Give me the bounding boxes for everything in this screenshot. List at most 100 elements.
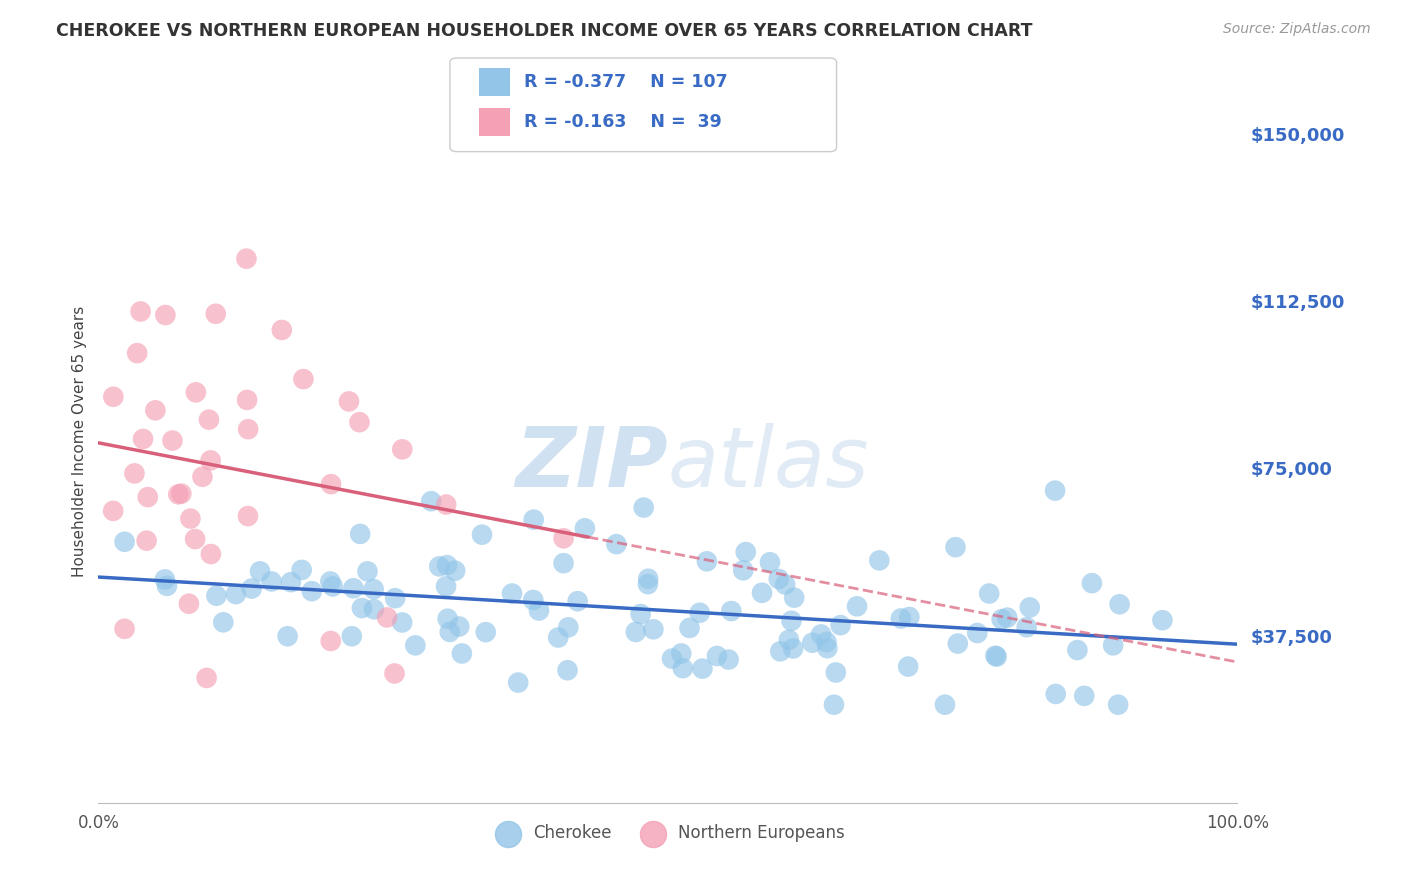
Point (1081, 576, 1104, 591)
Point (1107, 698, 1129, 712)
Point (132, 432, 155, 446)
Point (527, 603, 550, 617)
Point (184, 532, 207, 546)
Point (1073, 689, 1095, 703)
Text: atlas: atlas (668, 423, 869, 504)
Point (235, 252, 257, 266)
Point (661, 651, 683, 665)
Point (898, 610, 921, 624)
Point (553, 531, 575, 545)
Point (212, 615, 235, 630)
Point (162, 434, 184, 448)
Point (451, 647, 474, 661)
Point (897, 659, 920, 673)
Point (322, 579, 344, 593)
Point (291, 563, 314, 577)
Point (986, 649, 1008, 664)
Legend: Cherokee, Northern Europeans: Cherokee, Northern Europeans (485, 817, 851, 848)
Point (984, 648, 1007, 663)
Point (567, 594, 589, 608)
Point (990, 612, 1012, 626)
Point (391, 442, 413, 457)
Point (637, 577, 659, 591)
Point (449, 619, 471, 633)
Point (995, 610, 1018, 624)
Point (260, 574, 283, 589)
Point (170, 486, 193, 500)
Point (179, 511, 201, 525)
Point (547, 631, 569, 645)
Point (1045, 687, 1067, 701)
Point (349, 415, 371, 429)
Point (349, 527, 371, 541)
Point (225, 587, 247, 601)
Point (1066, 643, 1088, 657)
Point (1102, 638, 1125, 652)
Point (375, 610, 398, 624)
Point (624, 624, 647, 639)
Point (759, 555, 782, 569)
Point (124, 467, 146, 481)
Point (155, 308, 177, 322)
Point (363, 602, 385, 616)
Point (934, 698, 956, 712)
Point (720, 604, 742, 618)
Point (633, 500, 655, 515)
Point (522, 593, 544, 607)
Point (605, 537, 627, 551)
Y-axis label: Householder Income Over 65 years: Householder Income Over 65 years (72, 306, 87, 577)
Point (444, 564, 467, 578)
Point (198, 412, 221, 426)
Point (815, 635, 838, 649)
Point (637, 572, 659, 586)
Point (277, 629, 299, 643)
Point (824, 665, 846, 680)
Point (391, 615, 413, 630)
Point (363, 582, 385, 596)
Point (769, 644, 792, 658)
Text: CHEROKEE VS NORTHERN EUROPEAN HOUSEHOLDER INCOME OVER 65 YEARS CORRELATION CHART: CHEROKEE VS NORTHERN EUROPEAN HOUSEHOLDE… (56, 22, 1033, 40)
Point (439, 624, 461, 639)
Point (780, 614, 803, 628)
Point (783, 591, 806, 605)
Point (204, 307, 226, 321)
Point (778, 632, 800, 647)
Point (815, 641, 838, 656)
Point (249, 565, 271, 579)
Point (890, 611, 912, 625)
Point (156, 579, 179, 593)
Point (301, 584, 323, 599)
Point (136, 490, 159, 504)
Point (153, 573, 176, 587)
Point (240, 582, 263, 596)
Point (751, 586, 773, 600)
Point (782, 641, 804, 656)
Text: R = -0.377    N = 107: R = -0.377 N = 107 (524, 73, 728, 91)
Point (340, 629, 363, 643)
Point (356, 565, 378, 579)
Point (1108, 597, 1130, 611)
Point (945, 540, 967, 554)
Point (1018, 600, 1040, 615)
Point (200, 547, 222, 561)
Point (508, 675, 530, 690)
Point (868, 553, 890, 567)
Point (337, 394, 360, 409)
Point (979, 586, 1001, 600)
Point (167, 487, 190, 501)
Point (501, 586, 523, 600)
Point (200, 453, 222, 467)
Point (773, 577, 796, 591)
Point (384, 591, 406, 606)
Text: ZIP: ZIP (515, 423, 668, 504)
Point (427, 559, 450, 574)
Point (823, 698, 845, 712)
Point (436, 612, 458, 626)
Point (319, 634, 342, 648)
Point (706, 648, 728, 663)
Point (1043, 483, 1066, 498)
Point (342, 581, 364, 595)
Point (280, 575, 302, 590)
Point (801, 636, 824, 650)
Point (574, 521, 596, 535)
